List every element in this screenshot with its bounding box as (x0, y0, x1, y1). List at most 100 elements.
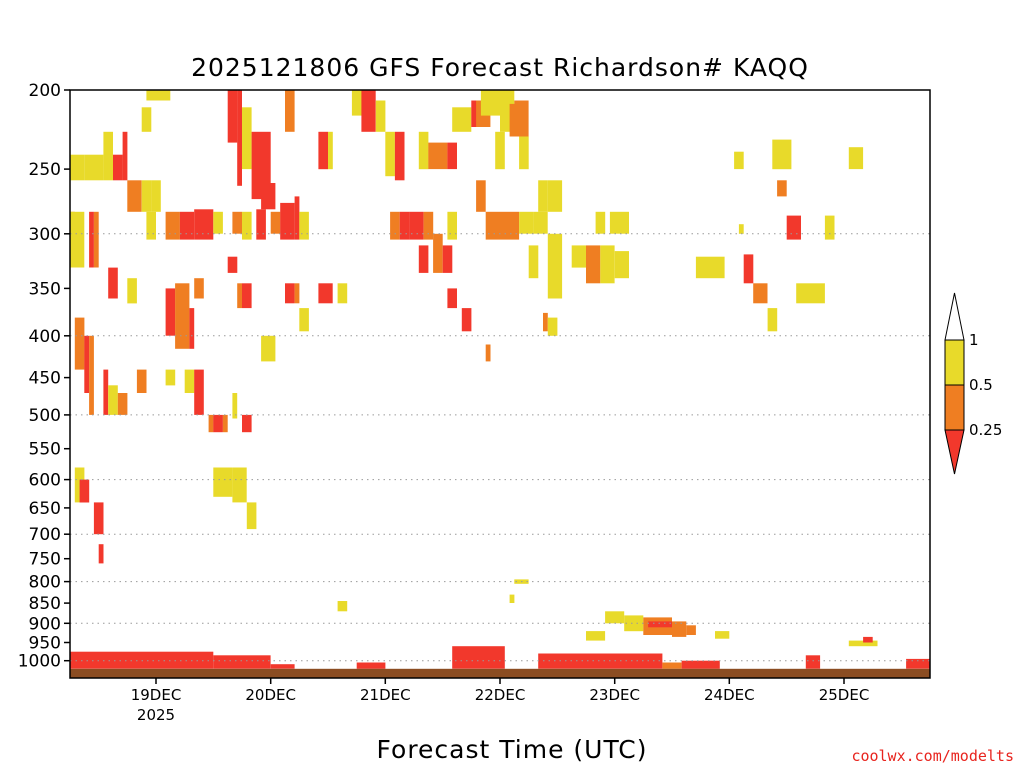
y-tick-label: 350 (29, 279, 61, 299)
heatmap-cell (452, 107, 472, 132)
heatmap-cell (519, 211, 534, 234)
y-tick-label: 200 (29, 81, 61, 101)
boundary-layer-cell (805, 655, 821, 669)
heatmap-cell (519, 136, 529, 170)
y-tick-label: 1000 (18, 652, 61, 672)
boundary-layer-cell (662, 662, 682, 669)
heatmap-cell (280, 202, 295, 240)
heatmap-cell (151, 180, 161, 212)
x-tick-sublabel: 2025 (137, 706, 175, 724)
heatmap-cell (686, 625, 696, 635)
heatmap-cell (605, 611, 625, 624)
heatmap-cell (98, 544, 104, 564)
heatmap-cell (103, 369, 109, 415)
y-tick-label: 650 (29, 499, 61, 519)
heatmap-cell (318, 283, 333, 304)
heatmap-cell (824, 215, 835, 240)
heatmap-cell (299, 308, 309, 332)
heatmap-cell (848, 640, 878, 647)
heatmap-cell (165, 369, 176, 386)
heatmap-cell (428, 142, 448, 170)
heatmap-cell (179, 211, 195, 240)
legend-label: 0.5 (969, 376, 993, 394)
boundary-layer-cell (213, 655, 271, 669)
y-tick-label: 900 (29, 614, 61, 634)
heatmap-cell (318, 131, 328, 170)
heatmap-cell (242, 283, 252, 309)
heatmap-cell (237, 283, 242, 309)
heatmap-cell (447, 288, 457, 309)
x-tick-label: 21DEC (360, 686, 411, 704)
legend-label: 0.25 (969, 421, 1002, 439)
heatmap-cell (285, 90, 295, 132)
heatmap-cell (495, 131, 505, 170)
heatmap-cell (242, 414, 252, 433)
y-tick-label: 750 (29, 550, 61, 570)
x-tick-label: 22DEC (475, 686, 526, 704)
credit-link[interactable]: coolwx.com/modelts (851, 747, 1014, 765)
y-tick-label: 500 (29, 406, 61, 426)
heatmap-cell (614, 251, 629, 279)
heatmap-cell (533, 211, 548, 234)
heatmap-cells (70, 90, 930, 678)
heatmap-cell (796, 283, 825, 304)
heatmap-cell (586, 245, 601, 284)
heatmap-cell (175, 283, 190, 349)
heatmap-cell (447, 142, 457, 170)
heatmap-cell (595, 211, 606, 234)
heatmap-cell (528, 245, 539, 279)
heatmap-cell (500, 211, 520, 240)
heatmap-cell (127, 180, 142, 212)
heatmap-cell (84, 154, 104, 181)
heatmap-cell (165, 211, 180, 240)
heatmap-cell (476, 180, 486, 212)
heatmap-cell (242, 211, 252, 240)
x-axis-ticks: 19DEC 2025 20DEC 21DEC 22DEC 23DEC 24DEC 25DEC (131, 678, 869, 724)
boundary-layer-cell (681, 660, 720, 669)
heatmap-cell (93, 211, 99, 268)
heatmap-cell (70, 211, 85, 268)
heatmap-cell (93, 502, 104, 535)
y-axis-ticks: 200 250 300 350 400 450 500 550 600 650 700 750 8008… (18, 81, 70, 672)
heatmap-cell (777, 180, 787, 197)
y-tick-label: 450 (29, 369, 61, 389)
heatmap-cell (232, 467, 247, 503)
heatmap-cell (409, 211, 424, 240)
x-axis-label: Forecast Time (UTC) (377, 735, 648, 764)
heatmap-cell (385, 131, 395, 177)
heatmap-cell (485, 211, 500, 240)
heatmap-cell (146, 90, 171, 101)
ground-band (70, 668, 930, 678)
heatmap-cell (213, 414, 223, 433)
heatmap-cell (328, 131, 333, 170)
heatmap-cell (399, 211, 410, 240)
heatmap-cell (261, 183, 276, 210)
y-tick-label: 600 (29, 471, 61, 491)
y-tick-label: 250 (29, 160, 61, 180)
heatmap-cell (122, 131, 128, 181)
legend-lower-arrow (944, 429, 965, 475)
heatmap-cell (141, 180, 152, 212)
y-tick-label: 950 (29, 634, 61, 654)
legend-bin-swatch (944, 384, 965, 431)
legend-bin-swatch (944, 339, 965, 386)
heatmap-cell (447, 211, 457, 240)
heatmap-cell (471, 100, 481, 127)
heatmap-cell (146, 211, 156, 240)
heatmap-cell (113, 154, 123, 181)
heatmap-cell (242, 107, 252, 170)
heatmap-cell (361, 90, 376, 132)
heatmap-cell (108, 267, 118, 299)
heatmap-cell (848, 147, 864, 170)
legend-upper-arrow (944, 292, 965, 341)
boundary-layer-cell (270, 664, 295, 669)
heatmap-cell (753, 283, 768, 304)
heatmap-cell (141, 107, 152, 132)
heatmap-cell (786, 215, 801, 240)
boundary-layer-cell (906, 658, 930, 669)
heatmap-cell (70, 154, 85, 181)
heatmap-cell (89, 211, 94, 268)
heatmap-cell (227, 90, 238, 143)
heatmap-cell (117, 393, 128, 415)
heatmap-cell (571, 245, 586, 268)
